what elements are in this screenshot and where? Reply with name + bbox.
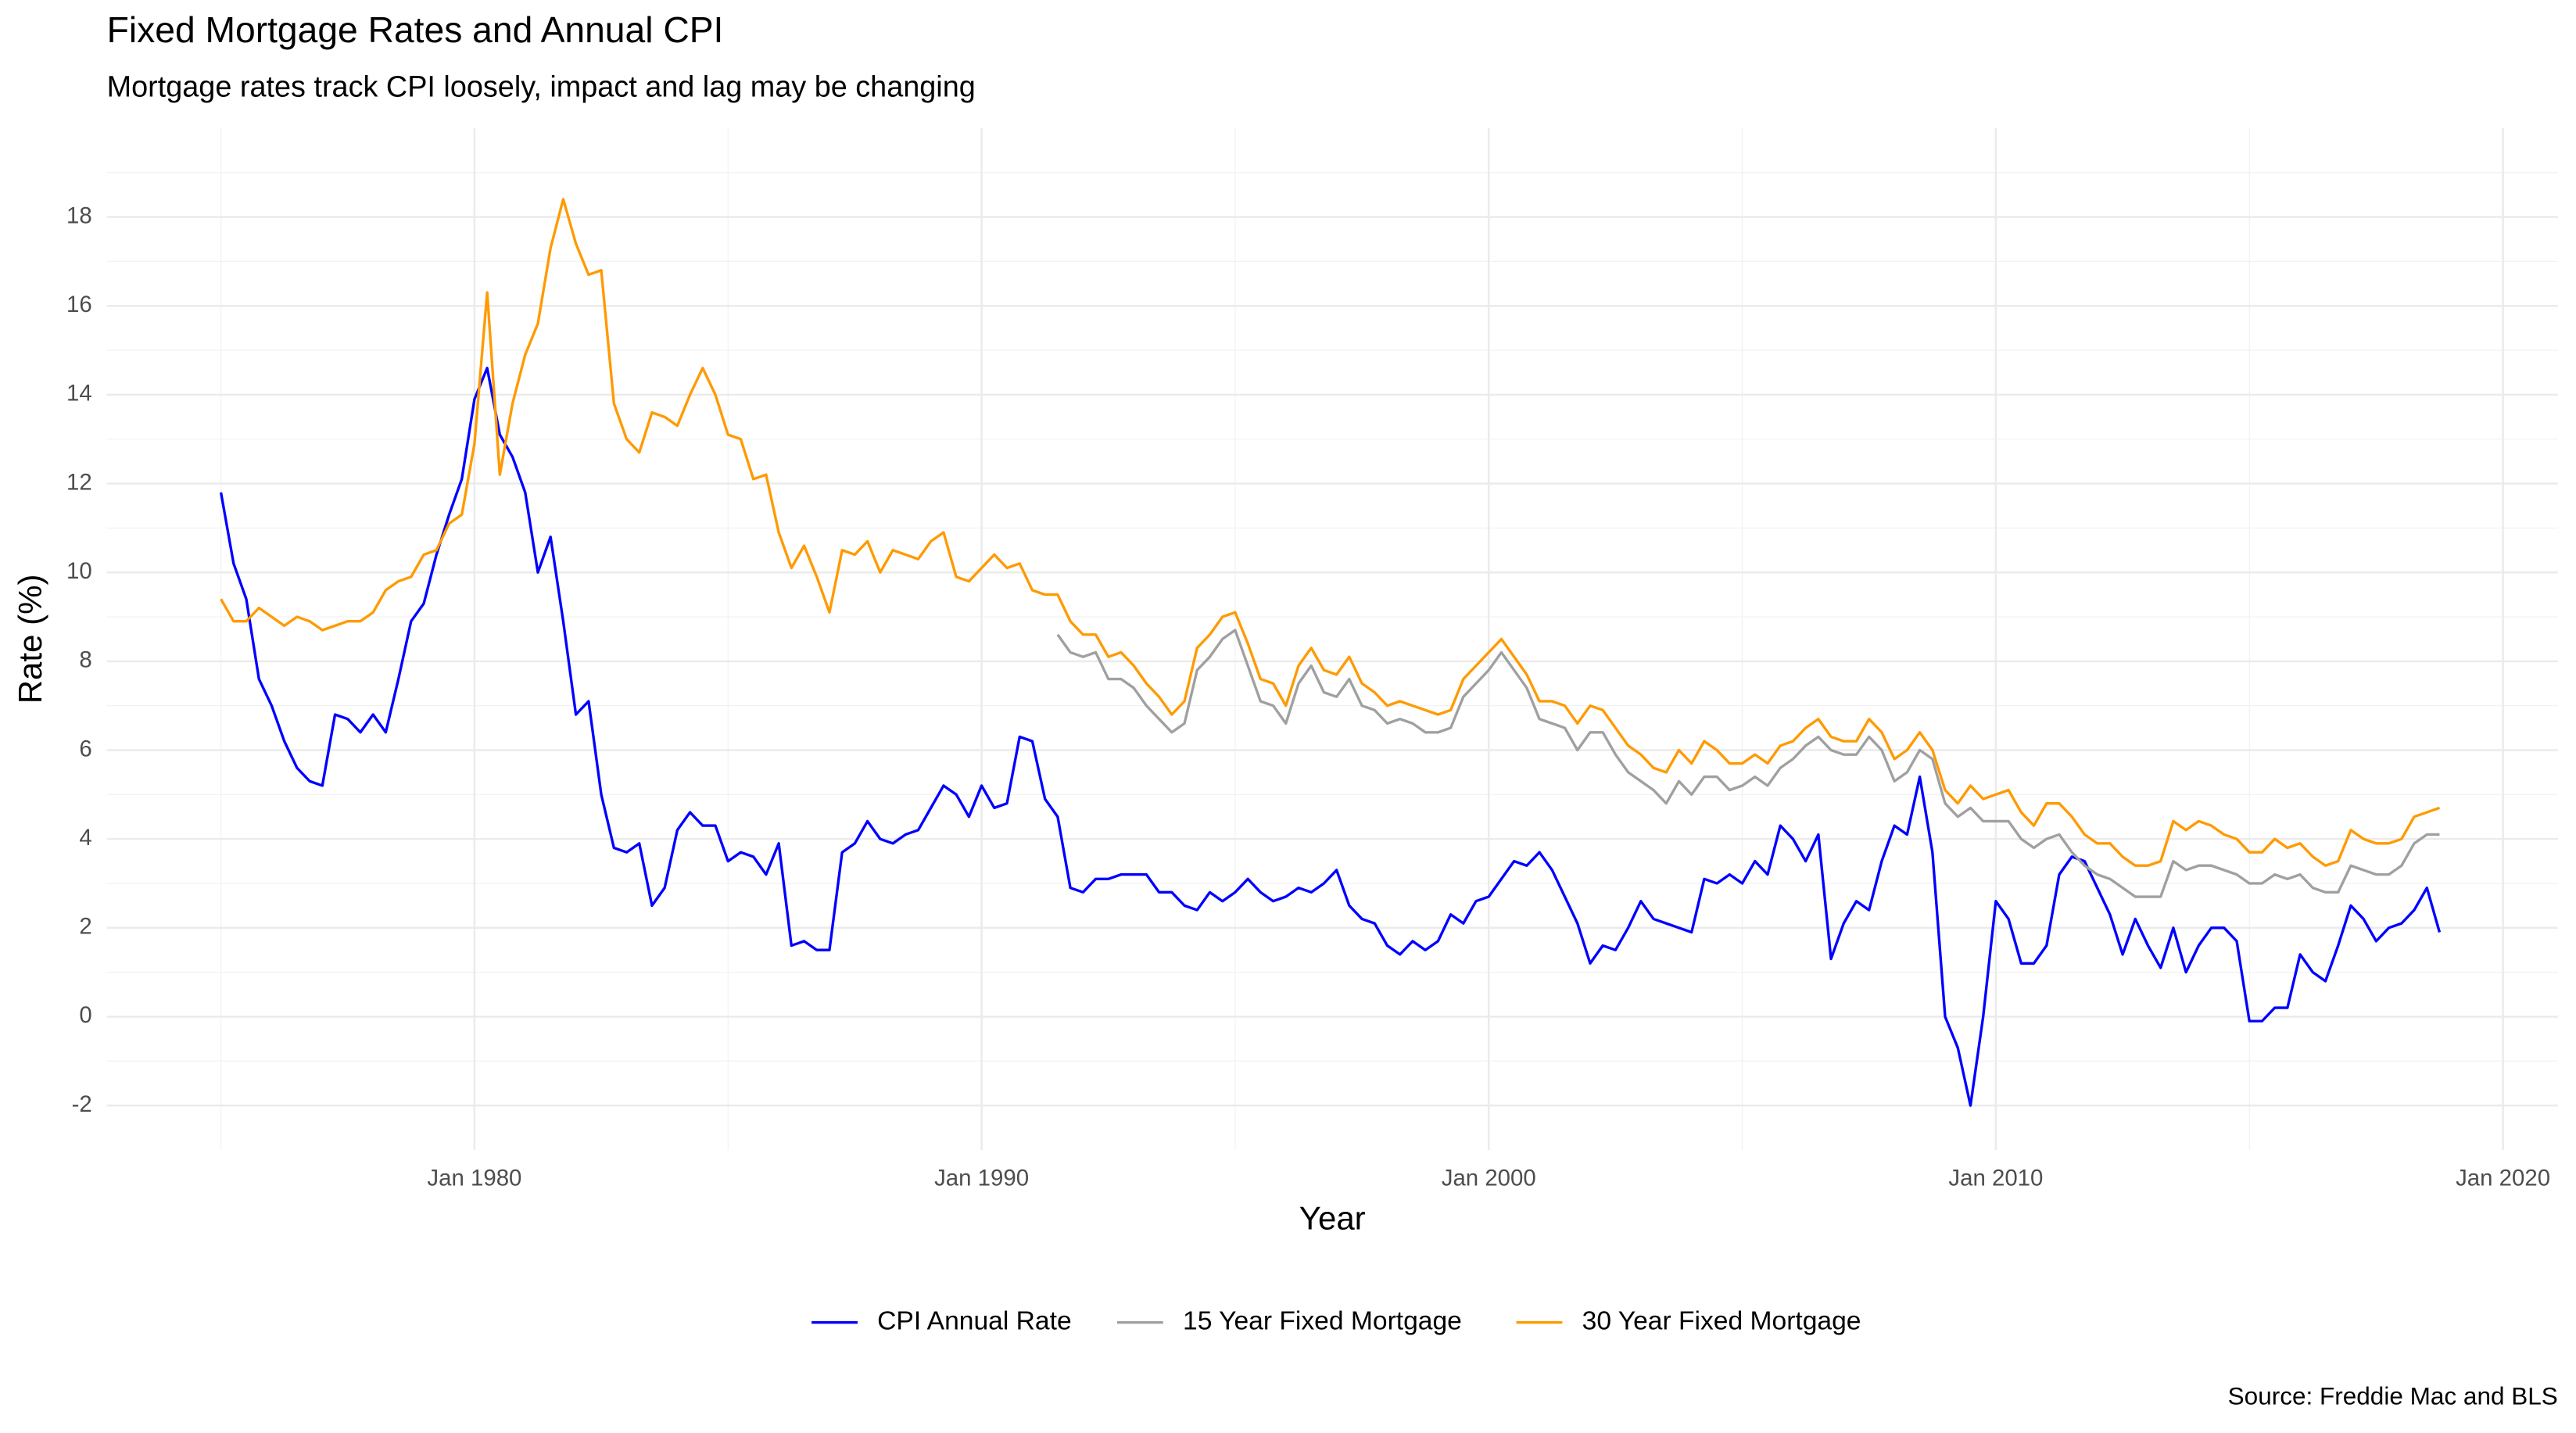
x-tick-label: Jan 2000: [1442, 1166, 1536, 1191]
x-tick-label: Jan 2020: [2456, 1166, 2550, 1191]
y-tick-label: 14: [66, 381, 92, 407]
chart-title: Fixed Mortgage Rates and Annual CPI: [107, 9, 724, 50]
y-tick-label: 18: [66, 202, 92, 228]
x-tick-label: Jan 2010: [1948, 1166, 2043, 1191]
legend-label: 30 Year Fixed Mortgage: [1582, 1306, 1861, 1335]
y-tick-label: -2: [72, 1091, 92, 1117]
y-tick-label: 10: [66, 558, 92, 584]
legend-label: 15 Year Fixed Mortgage: [1183, 1306, 1462, 1335]
y-tick-label: 16: [66, 292, 92, 317]
legend-label: CPI Annual Rate: [877, 1306, 1072, 1335]
y-tick-label: 4: [79, 825, 91, 851]
y-tick-label: 12: [66, 469, 92, 495]
y-tick-label: 6: [79, 736, 91, 761]
series-line: [219, 367, 2442, 1107]
chart-subtitle: Mortgage rates track CPI loosely, impact…: [107, 70, 976, 103]
grid: [106, 127, 2558, 1150]
x-tick-label: Jan 1990: [934, 1166, 1029, 1191]
y-tick-label: 8: [79, 647, 91, 673]
series-line: [220, 198, 2441, 867]
plot-lines: [219, 198, 2442, 1107]
y-axis-title: Rate (%): [12, 575, 48, 704]
y-tick-label: 2: [79, 914, 91, 940]
y-tick-label: 0: [79, 1002, 91, 1028]
caption: Source: Freddie Mac and BLS: [2228, 1382, 2558, 1410]
series-line: [1056, 629, 2440, 898]
x-axis-title: Year: [1299, 1199, 1366, 1236]
legend: CPI Annual Rate 15 Year Fixed Mortgage 30 …: [811, 1306, 1861, 1335]
x-tick-label: Jan 1980: [427, 1166, 521, 1191]
